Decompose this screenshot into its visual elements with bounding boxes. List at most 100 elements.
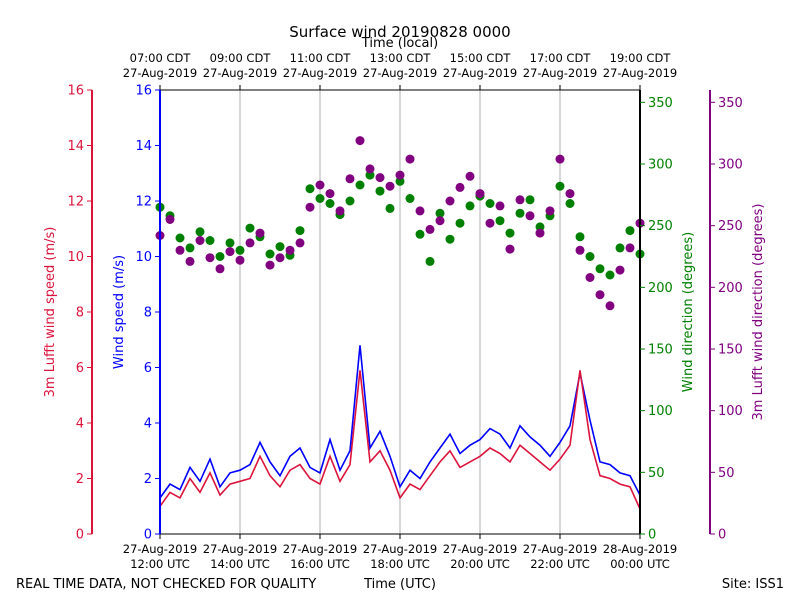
wind-direction-degrees-point [425, 256, 435, 266]
wind-direction-tick-label: 0 [648, 528, 656, 543]
3m-lufft-wind-direction-degrees-point [425, 224, 435, 234]
lufft-speed-tick-label: 4 [76, 417, 84, 432]
3m-lufft-wind-direction-degrees-point [415, 206, 425, 216]
3m-lufft-wind-direction-degrees-point [295, 238, 305, 248]
top-tick-date: 27-Aug-2019 [443, 66, 517, 80]
x-tick-date: 27-Aug-2019 [363, 542, 437, 556]
wind-direction-degrees-point [215, 252, 225, 261]
wind-direction-degrees-point [355, 180, 365, 190]
wind-speed-tick-label: 2 [144, 472, 152, 487]
3m-lufft-wind-direction-degrees-point [165, 215, 175, 224]
lufft-speed-tick-label: 14 [67, 139, 84, 154]
3m-lufft-wind-direction-degrees-point [395, 170, 405, 180]
chart-title: Surface wind 20190828 0000 [289, 23, 510, 41]
top-tick-date: 27-Aug-2019 [523, 66, 597, 80]
wind-direction-degrees-point [365, 170, 375, 180]
top-tick-date: 27-Aug-2019 [203, 66, 277, 80]
top-tick-time: 09:00 CDT [210, 51, 272, 65]
wind-speed-m-s-line [159, 345, 641, 499]
3m-lufft-wind-direction-degrees-point [625, 243, 635, 253]
3m-lufft-wind-direction-degrees-point [585, 273, 595, 282]
wind-direction-degrees-point [565, 199, 575, 208]
3m-lufft-wind-direction-degrees-point [465, 171, 475, 181]
3m-lufft-wind-direction-degrees-point [205, 253, 215, 263]
lufft-speed-tick-label: 10 [67, 250, 84, 265]
wind-direction-degrees-point [625, 226, 635, 236]
lufft-direction-tick-label: 200 [718, 281, 743, 296]
wind-direction-degrees-point [615, 243, 625, 253]
3m-lufft-wind-direction-degrees-point [265, 260, 275, 270]
wind-direction-degrees-point [345, 196, 355, 206]
wind-direction-axis-label: Wind direction (degrees) [681, 232, 696, 392]
wind-direction-tick-label: 150 [648, 343, 673, 358]
lufft-speed-tick-label: 12 [67, 195, 84, 210]
wind-direction-tick-label: 100 [648, 404, 673, 419]
3m-lufft-wind-direction-degrees-point [355, 136, 365, 146]
wind-direction-degrees-point [265, 249, 275, 259]
wind-direction-tick-label: 50 [648, 466, 665, 481]
wind-speed-tick-label: 6 [144, 361, 152, 376]
wind-direction-degrees-point [275, 242, 285, 252]
3m-lufft-wind-direction-degrees-point [445, 196, 455, 206]
wind-direction-tick-label: 300 [648, 158, 673, 173]
lufft-direction-tick-label: 250 [718, 219, 743, 234]
x-tick-date: 27-Aug-2019 [203, 542, 277, 556]
lufft-direction-tick-label: 0 [718, 528, 726, 543]
x-tick-time: 18:00 UTC [370, 557, 430, 571]
3m-lufft-wind-direction-degrees-point [495, 201, 505, 211]
3m-lufft-wind-direction-degrees-point [535, 228, 545, 238]
lufft-direction-tick-label: 100 [718, 404, 743, 419]
wind-direction-degrees-point [185, 243, 195, 253]
3m-lufft-wind-direction-degrees-point [555, 154, 565, 164]
wind-direction-degrees-point [585, 252, 595, 261]
3m-lufft-wind-direction-degrees-point [575, 245, 585, 255]
3m-lufft-wind-direction-degrees-point [175, 245, 185, 255]
lufft-speed-tick-label: 2 [76, 472, 84, 487]
3m-lufft-wind-direction-degrees-point [275, 253, 285, 263]
wind-speed-tick-label: 10 [135, 250, 152, 265]
lufft-speed-tick-label: 8 [76, 306, 84, 321]
3m-lufft-wind-speed-m-s-line [159, 370, 641, 510]
lufft-speed-tick-label: 16 [67, 84, 84, 99]
wind-direction-degrees-point [515, 208, 525, 218]
site-label: Site: ISS1 [722, 577, 784, 592]
3m-lufft-wind-direction-degrees-point [615, 265, 625, 275]
3m-lufft-wind-direction-degrees-point [225, 247, 235, 257]
3m-lufft-wind-direction-degrees-point [335, 206, 345, 216]
lufft-speed-tick-label: 6 [76, 361, 84, 376]
lufft-direction-tick-label: 150 [718, 343, 743, 358]
wind-direction-degrees-point [415, 229, 425, 239]
wind-direction-tick-label: 200 [648, 281, 673, 296]
x-axis-label: Time (UTC) [363, 577, 436, 592]
3m-lufft-wind-direction-degrees-point [545, 206, 555, 216]
wind-direction-degrees-point [225, 238, 235, 248]
x-tick-time: 16:00 UTC [290, 557, 350, 571]
top-tick-time: 07:00 CDT [130, 51, 192, 65]
x-tick-time: 20:00 UTC [450, 557, 510, 571]
top-tick-date: 27-Aug-2019 [603, 66, 677, 80]
x-tick-time: 00:00 UTC [610, 557, 670, 571]
3m-lufft-wind-direction-degrees-point [245, 238, 255, 248]
3m-lufft-wind-direction-degrees-point [525, 211, 535, 221]
x-tick-date: 27-Aug-2019 [283, 542, 357, 556]
wind-direction-degrees-point [555, 181, 565, 191]
quality-disclaimer: REAL TIME DATA, NOT CHECKED FOR QUALITY [16, 577, 316, 592]
top-tick-time: 11:00 CDT [290, 51, 352, 65]
3m-lufft-wind-direction-degrees-point [385, 181, 395, 191]
wind-speed-tick-label: 14 [135, 139, 152, 154]
3m-lufft-wind-direction-degrees-point [305, 202, 315, 212]
wind-direction-degrees-point [495, 216, 505, 226]
wind-direction-degrees-point [535, 222, 545, 232]
wind-direction-degrees-point [325, 199, 335, 208]
wind-direction-degrees-point [385, 203, 395, 213]
top-tick-time: 15:00 CDT [450, 51, 512, 65]
wind-direction-degrees-point [445, 234, 455, 244]
grid-layer [239, 90, 561, 534]
wind-speed-tick-label: 12 [135, 195, 152, 210]
3m-lufft-wind-direction-degrees-point [475, 189, 485, 199]
lufft-direction-tick-label: 50 [718, 466, 735, 481]
wind-direction-degrees-point [305, 184, 315, 194]
x-tick-date: 27-Aug-2019 [523, 542, 597, 556]
series-layer [155, 136, 645, 510]
